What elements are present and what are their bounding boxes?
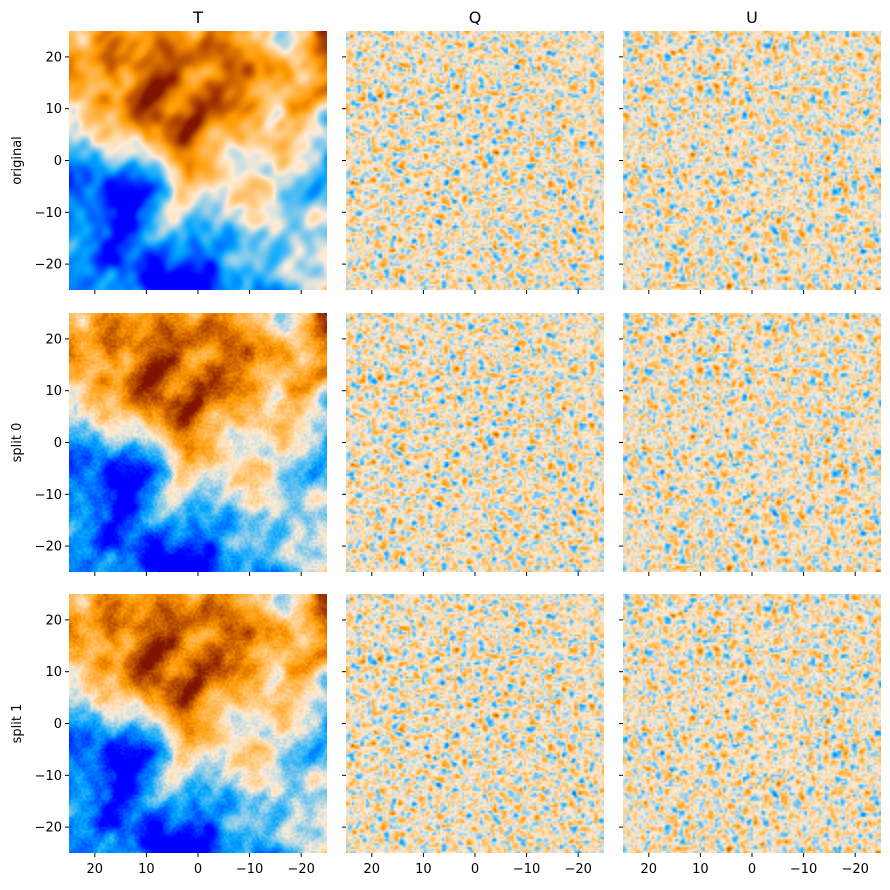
map-panel-u-split-0 — [623, 313, 881, 572]
x-tick-label: 10 — [692, 862, 709, 877]
y-tick-label: 0 — [54, 154, 62, 169]
y-tick-label: −10 — [35, 206, 62, 221]
y-tick-label: 10 — [45, 384, 62, 399]
y-tick-label: 20 — [45, 50, 62, 65]
map-panel-t-split-0 — [69, 313, 327, 572]
map-panel-u-split-1 — [623, 594, 881, 853]
x-tick-label: −10 — [236, 862, 263, 877]
x-tick-label: 0 — [748, 862, 756, 877]
x-tick-label: −20 — [287, 862, 314, 877]
map-panel-t-original — [69, 31, 327, 290]
x-tick-label: 10 — [138, 862, 155, 877]
map-panel-t-split-1 — [69, 594, 327, 853]
x-tick-label: 0 — [471, 862, 479, 877]
y-tick-label: 10 — [45, 665, 62, 680]
y-tick-label: 0 — [54, 717, 62, 732]
map-panel-u-original — [623, 31, 881, 290]
column-title-t: T — [192, 8, 203, 27]
map-panel-q-original — [346, 31, 604, 290]
x-tick-label: 20 — [87, 862, 104, 877]
row-label-original: original — [10, 136, 25, 185]
column-title-u: U — [746, 8, 758, 27]
y-tick-label: −10 — [35, 488, 62, 503]
x-tick-label: −20 — [841, 862, 868, 877]
y-tick-label: 20 — [45, 332, 62, 347]
y-tick-label: 20 — [45, 613, 62, 628]
map-panel-q-split-1 — [346, 594, 604, 853]
y-tick-label: 0 — [54, 436, 62, 451]
row-label-split-1: split 1 — [10, 704, 25, 744]
y-tick-label: −20 — [35, 258, 62, 273]
row-label-split-0: split 0 — [10, 423, 25, 463]
y-tick-label: 10 — [45, 102, 62, 117]
x-tick-label: 0 — [194, 862, 202, 877]
y-tick-label: −20 — [35, 821, 62, 836]
x-tick-label: 10 — [415, 862, 432, 877]
x-tick-label: 20 — [641, 862, 658, 877]
column-title-q: Q — [469, 8, 482, 27]
x-tick-label: −10 — [513, 862, 540, 877]
y-tick-label: −20 — [35, 540, 62, 555]
x-tick-label: −10 — [790, 862, 817, 877]
x-tick-label: 20 — [364, 862, 381, 877]
y-tick-label: −10 — [35, 769, 62, 784]
x-tick-label: −20 — [564, 862, 591, 877]
map-panel-q-split-0 — [346, 313, 604, 572]
